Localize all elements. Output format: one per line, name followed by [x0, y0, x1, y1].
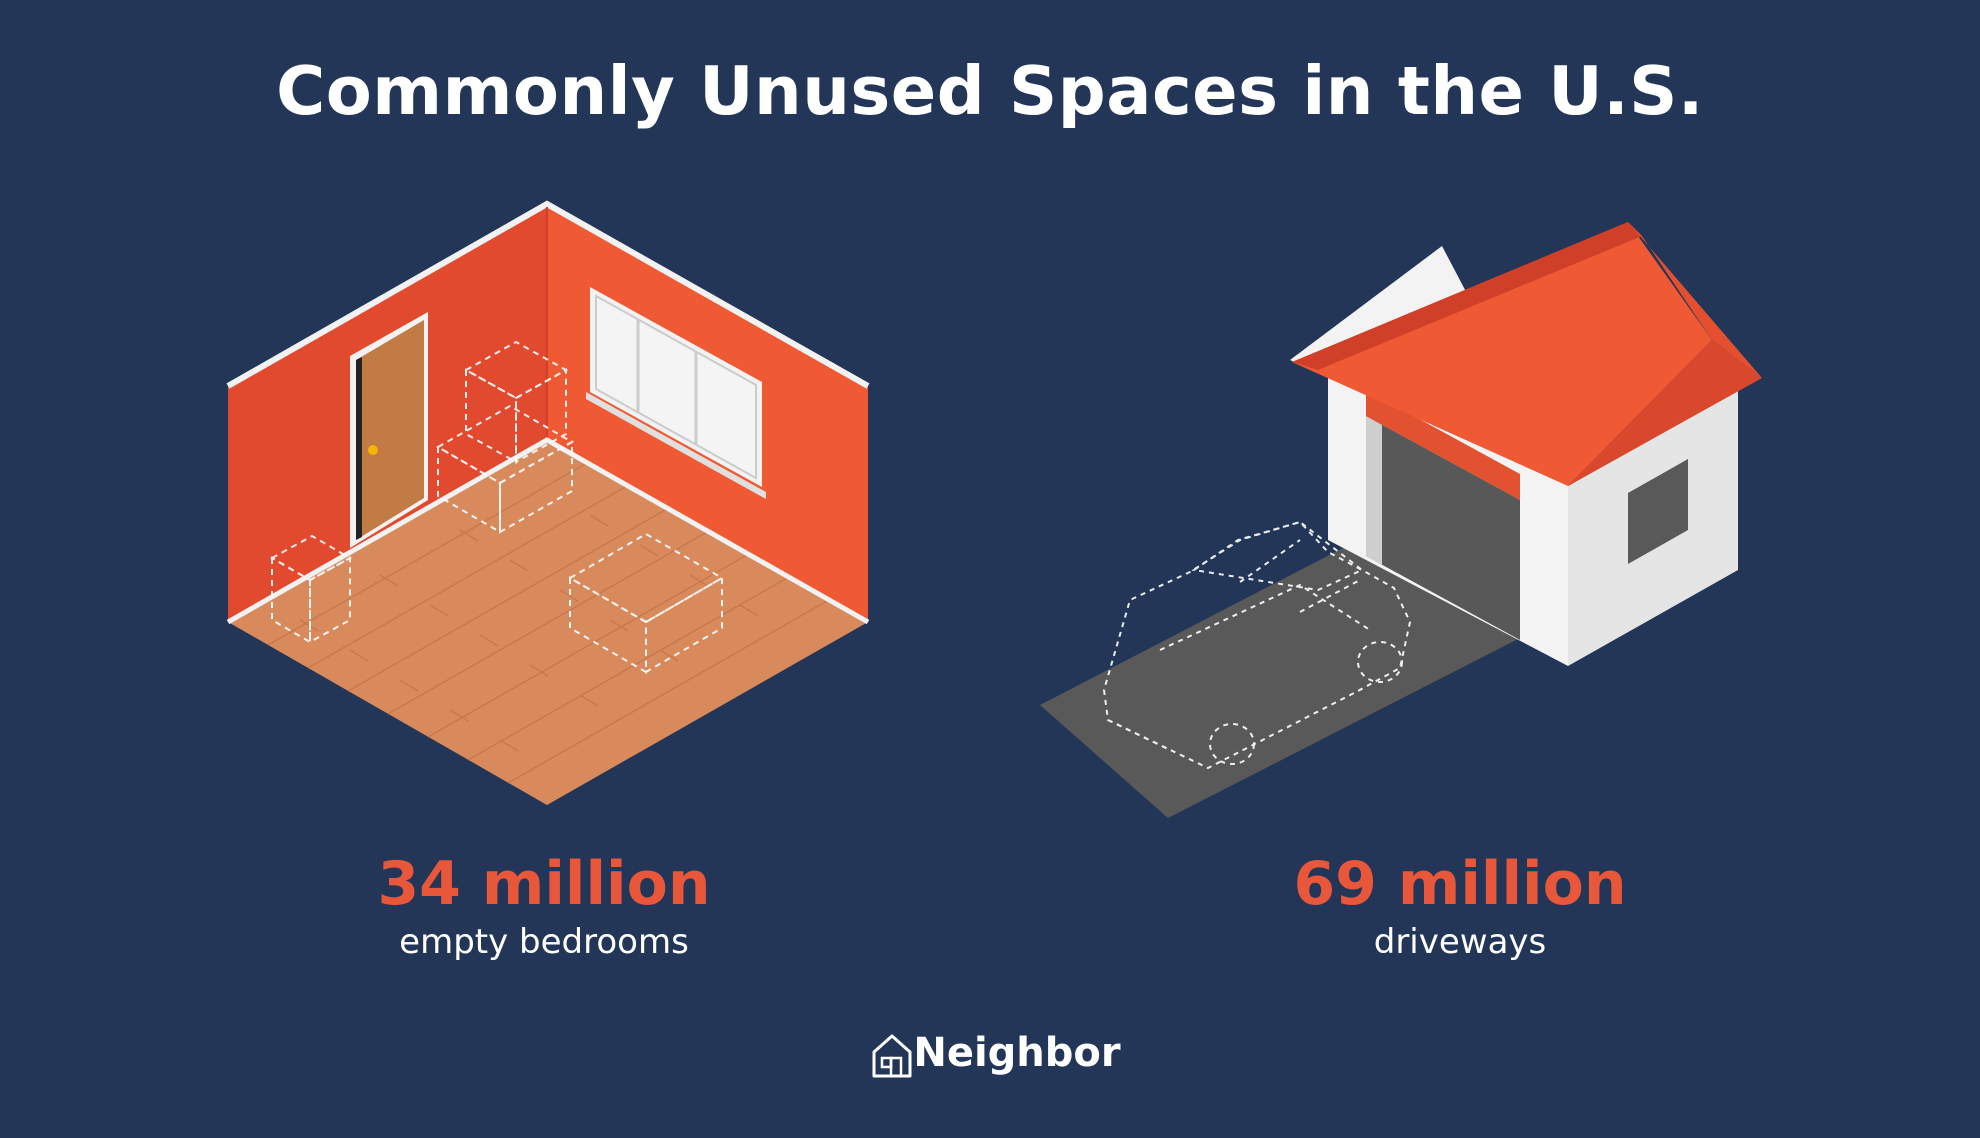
- door-icon: [350, 312, 428, 548]
- stat-bedrooms: 34 million empty bedrooms: [244, 848, 844, 964]
- house-logo-icon: [872, 1034, 912, 1078]
- wall-top-trim: [226, 200, 870, 389]
- stat-driveways: 69 million driveways: [1160, 848, 1760, 964]
- window-icon: [586, 287, 766, 499]
- side-window: [1628, 459, 1688, 564]
- stat-value: 34 million: [377, 849, 711, 919]
- dashed-car: [1102, 520, 1412, 770]
- empty-bedroom-icon: [226, 200, 870, 805]
- roof-side: [1628, 222, 1762, 378]
- brand-logo-space: [859, 1031, 903, 1075]
- floor-boards: [267, 462, 828, 784]
- stat-value: 69 million: [1293, 849, 1627, 919]
- dashed-furniture: [269, 340, 724, 674]
- page-title: Commonly Unused Spaces in the U.S.: [276, 52, 1704, 130]
- baseboard: [226, 437, 870, 625]
- garage-driveway-icon: [1040, 222, 1762, 818]
- stat-label: empty bedrooms: [399, 922, 689, 962]
- roof-front: [1292, 222, 1712, 486]
- driveway: [1040, 535, 1520, 818]
- garage-opening: [1366, 400, 1520, 640]
- stat-label: driveways: [1373, 922, 1547, 962]
- garage-door: [1366, 390, 1520, 500]
- brand-name: Neighbor: [913, 1030, 1121, 1076]
- brand: Neighbor: [0, 1030, 1980, 1076]
